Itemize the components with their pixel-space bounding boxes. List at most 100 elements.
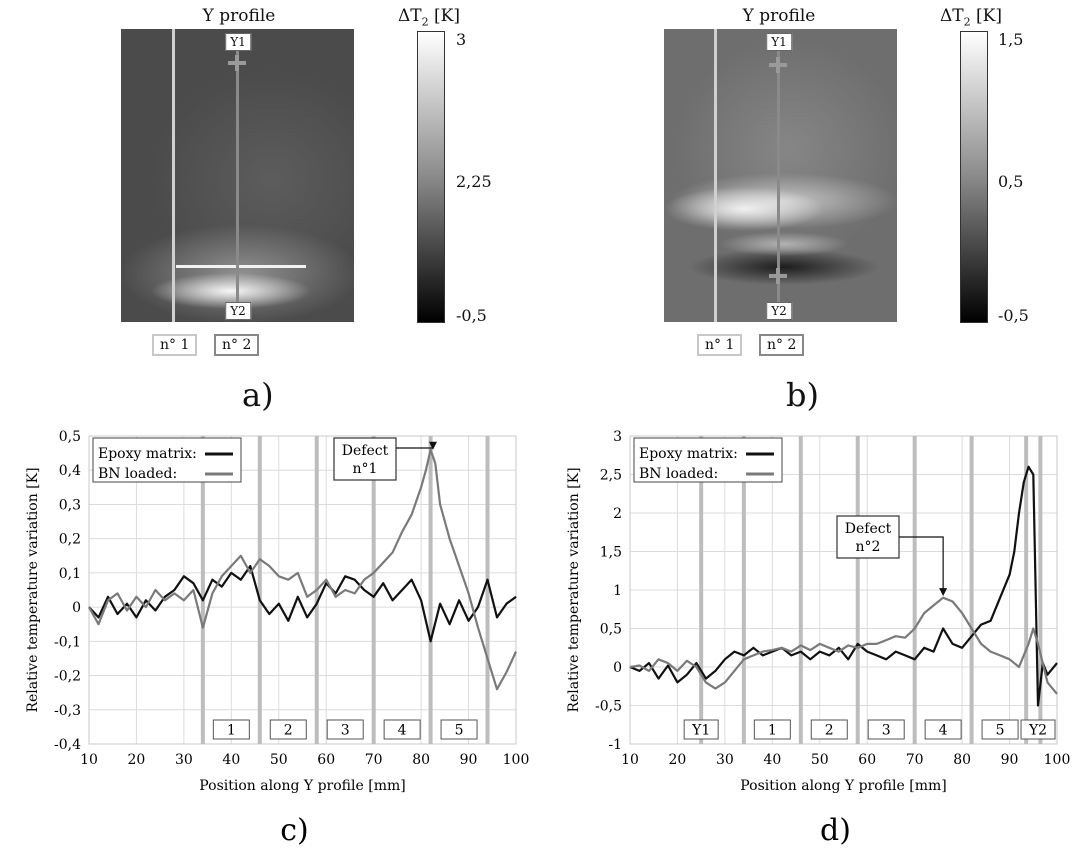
x-axis-label: Position along Y profile [mm]: [199, 778, 405, 794]
x-tick-label: 60: [317, 752, 335, 768]
defect-edge-line-a: [176, 265, 306, 268]
zone-label: 4: [398, 723, 407, 739]
zone-label-box: [981, 719, 1019, 740]
cross-marker-icon: [776, 57, 780, 73]
zone-label-box: [269, 719, 307, 740]
zone-label: Y1: [691, 723, 710, 739]
x-tick-label: 40: [222, 752, 240, 768]
series-line-epoxy-matrix: [88, 564, 517, 643]
colorbar-a: [417, 31, 445, 323]
annotation-arrow: [396, 445, 434, 449]
marker-y2-label-a: Y2: [225, 302, 251, 320]
colorbar-tick-a-top: 3: [456, 30, 467, 49]
annotation-box: [836, 515, 900, 559]
y-tick-label: 0: [72, 600, 81, 616]
profile-label-2-b: n° 2: [759, 334, 805, 356]
thermogram-image-a: [121, 29, 354, 322]
y-tick-label: 2: [613, 506, 622, 522]
y-axis-label: Relative temperature variation [K]: [566, 467, 582, 712]
series-line-bn-loaded: [88, 448, 517, 691]
colorbar-b: [960, 31, 988, 323]
x-tick-label: 50: [270, 752, 288, 768]
y-tick-label: 0,5: [600, 622, 622, 638]
annotation-arrow: [899, 536, 944, 593]
thermogram-image-b: [664, 29, 897, 322]
y-tick-label: 1: [613, 583, 622, 599]
profile-line-2-b: [777, 41, 780, 307]
series-line-epoxy-matrix: [629, 465, 1058, 707]
zone-label: 5: [455, 723, 464, 739]
zone-label-box: [683, 719, 719, 740]
y-tick-label: -1: [608, 737, 622, 753]
annotation-label: Defect: [342, 443, 389, 459]
x-tick-label: 30: [175, 752, 193, 768]
zone-label-box: [753, 719, 791, 740]
marker-y1-label-a: Y1: [225, 33, 251, 51]
zone-label: Y2: [1028, 723, 1047, 739]
zone-label: 2: [284, 723, 293, 739]
x-tick-label: 30: [716, 752, 734, 768]
zone-label-box: [212, 719, 250, 740]
annotation-label: n°1: [353, 461, 378, 477]
y-tick-label: -0,1: [54, 634, 81, 650]
zone-label: 3: [882, 723, 891, 739]
x-tick-label: 50: [811, 752, 829, 768]
zone-label-box: [867, 719, 905, 740]
y-tick-label: -0,2: [54, 669, 81, 685]
x-tick-label: 100: [503, 752, 530, 768]
zone-label-box: [383, 719, 421, 740]
x-tick-label: 40: [763, 752, 781, 768]
panel-b-title: Y profile: [742, 6, 816, 26]
x-tick-label: 100: [1044, 752, 1071, 768]
plot-frame: [88, 435, 517, 745]
chart-d: Y1 1 2 3 4 5 Y2 10 20 30 40 50 60 70 80 90 100 -1 -0,5 0 0,5…: [566, 429, 1071, 848]
annotation-label: n°2: [856, 539, 881, 555]
annotation-arrowhead: [428, 441, 437, 450]
zone-label-box: [1020, 719, 1056, 740]
y-tick-label: 2,5: [600, 468, 622, 484]
x-tick-label: 70: [906, 752, 924, 768]
series-line-bn-loaded: [629, 596, 1058, 695]
x-tick-label: 20: [669, 752, 687, 768]
profile-label-1-a: n° 1: [152, 334, 198, 356]
zone-label: 1: [768, 723, 777, 739]
marker-y1-label-b: Y1: [766, 33, 792, 51]
zone-label: 1: [227, 723, 236, 739]
x-tick-label: 10: [621, 752, 639, 768]
profile-line-1-a: [172, 29, 175, 322]
chart-sublabel: c): [280, 813, 309, 848]
colorbar-unit-a: ΔT2 [K]: [398, 6, 460, 29]
colorbar-tick-b-mid: 0,5: [998, 172, 1024, 191]
annotation-box: [333, 437, 397, 481]
chart-sublabel: d): [820, 813, 851, 848]
zone-label-box: [326, 719, 364, 740]
x-axis-label: Position along Y profile [mm]: [740, 778, 946, 794]
colorbar-tick-a-bottom: -0,5: [456, 306, 487, 325]
zone-label-box: [440, 719, 478, 740]
profile-line-1-b: [714, 29, 717, 322]
zone-label: 2: [825, 723, 834, 739]
x-tick-label: 10: [80, 752, 98, 768]
zone-label: 4: [939, 723, 948, 739]
y-tick-label: 0,4: [59, 463, 81, 479]
zone-label-box: [810, 719, 848, 740]
legend-label: Epoxy matrix:: [98, 446, 197, 462]
plot-frame: [629, 435, 1058, 745]
profile-label-2-a: n° 2: [214, 334, 260, 356]
y-tick-label: 3: [613, 429, 622, 445]
y-tick-label: -0,5: [595, 699, 622, 715]
annotation-arrowhead: [939, 588, 948, 597]
panel-a-title: Y profile: [202, 6, 276, 26]
annotation-label: Defect: [845, 521, 892, 537]
colorbar-unit-b: ΔT2 [K]: [940, 6, 1002, 29]
panel-b-sublabel: b): [786, 376, 819, 414]
y-tick-label: 0,3: [59, 497, 81, 513]
legend-label: Epoxy matrix:: [639, 446, 738, 462]
y-tick-label: 1,5: [600, 545, 622, 561]
profile-label-1-b: n° 1: [697, 334, 743, 356]
x-tick-label: 60: [858, 752, 876, 768]
x-tick-label: 80: [412, 752, 430, 768]
y-tick-label: 0: [613, 660, 622, 676]
cross-marker-icon: [235, 55, 239, 71]
zone-label-box: [924, 719, 962, 740]
